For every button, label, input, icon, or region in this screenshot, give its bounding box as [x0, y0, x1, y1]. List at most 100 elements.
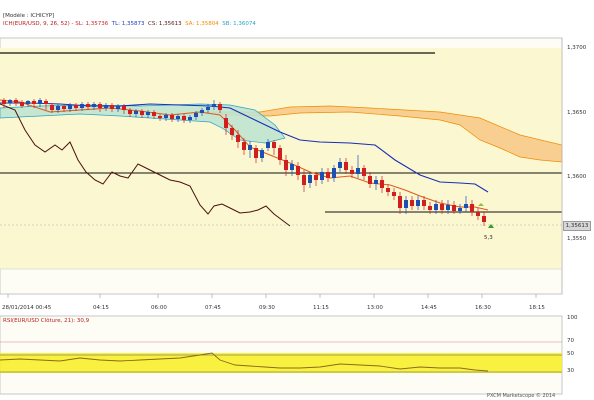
- time-label-1: 04:15: [93, 305, 109, 311]
- candle-body: [176, 116, 180, 119]
- candle-body: [374, 180, 378, 184]
- time-label-0: 28/01/2014 00:45: [2, 305, 52, 311]
- candle-body: [422, 200, 426, 206]
- copyright-footer: PXCM Marketscope © 2014: [487, 393, 556, 399]
- candle-body: [344, 162, 348, 170]
- candle-body: [26, 101, 30, 104]
- candle-body: [380, 180, 384, 188]
- rsi-tick-100: 100: [567, 315, 578, 321]
- candle-body: [182, 116, 186, 120]
- candle-body: [146, 112, 150, 115]
- candle-body: [338, 162, 342, 168]
- candle-body: [170, 115, 174, 119]
- candle-body: [332, 168, 336, 178]
- time-label-2: 06:00: [151, 305, 167, 311]
- candle-body: [416, 200, 420, 206]
- current-price-box: 1,35613: [563, 221, 591, 231]
- candle-body: [440, 204, 444, 210]
- small-marker-icon: [478, 203, 484, 206]
- candle-body: [410, 200, 414, 206]
- price-tick-3: 1,3600: [567, 174, 587, 180]
- candle-body: [200, 110, 204, 113]
- module-label: [Modèle : ICHICYP]: [3, 13, 55, 19]
- chikou-line: [0, 103, 291, 227]
- candle-body: [470, 204, 474, 212]
- candle-body: [80, 104, 84, 108]
- rsi-band: [0, 353, 562, 373]
- rsi-label: RSI(EUR/USD Clôture, 21): 30,9: [3, 318, 90, 324]
- candle-body: [272, 142, 276, 148]
- candle-body: [386, 188, 390, 192]
- candle-body: [476, 212, 480, 216]
- candle-body: [68, 105, 72, 109]
- signal-value-label: 5,3: [484, 235, 493, 241]
- candle-body: [152, 112, 156, 116]
- candle-body: [86, 104, 90, 107]
- candle-body: [314, 175, 318, 180]
- candle-body: [44, 101, 48, 104]
- candle-body: [188, 117, 192, 120]
- time-label-5: 11:15: [313, 305, 329, 311]
- candle-body: [254, 148, 258, 158]
- candles: [2, 98, 486, 226]
- rsi-tick-70: 70: [567, 338, 574, 344]
- candle-body: [482, 216, 486, 222]
- candle-body: [278, 148, 282, 160]
- candle-body: [212, 104, 216, 107]
- rsi-tick-50: 50: [567, 351, 574, 357]
- candle-body: [164, 115, 168, 118]
- candle-body: [464, 204, 468, 208]
- candle-body: [362, 168, 366, 176]
- candle-body: [116, 106, 120, 109]
- candle-body: [8, 100, 12, 103]
- candle-body: [110, 105, 114, 109]
- cloud-bear: [194, 105, 563, 163]
- candle-body: [290, 164, 294, 170]
- candle-body: [326, 172, 330, 178]
- candle-body: [98, 104, 102, 108]
- candle-body: [302, 175, 306, 185]
- x-axis-ticks: [7, 294, 537, 298]
- candle-body: [368, 176, 372, 184]
- sa-value: SA: 1,35804: [185, 21, 219, 27]
- candle-body: [296, 166, 300, 175]
- time-label-9: 18:15: [529, 305, 545, 311]
- candle-body: [350, 170, 354, 174]
- candle-body: [236, 135, 240, 142]
- price-tick-2: 1,3650: [567, 110, 587, 116]
- candle-body: [104, 105, 108, 108]
- candle-body: [2, 100, 6, 104]
- candle-body: [446, 205, 450, 210]
- candle-body: [266, 142, 270, 148]
- cs-value: CS: 1,35613: [147, 21, 182, 27]
- candle-body: [248, 145, 252, 150]
- time-label-7: 14:45: [421, 305, 437, 311]
- candle-body: [356, 168, 360, 174]
- candle-body: [206, 107, 210, 110]
- sb-value: SB: 1,36074: [222, 21, 256, 27]
- candle-body: [38, 100, 42, 104]
- time-label-6: 13:00: [367, 305, 383, 311]
- candle-body: [242, 142, 246, 150]
- candle-body: [14, 100, 18, 103]
- candle-body: [20, 102, 24, 106]
- candle-body: [50, 105, 54, 110]
- candle-body: [140, 111, 144, 115]
- candle-body: [428, 206, 432, 210]
- candle-body: [320, 172, 324, 180]
- candle-body: [56, 106, 60, 110]
- candle-body: [260, 150, 264, 158]
- candle-body: [398, 196, 402, 208]
- candle-body: [122, 106, 126, 110]
- buy-signal-arrow-icon: [488, 224, 494, 228]
- tl-value: TL: 1,35873: [111, 21, 145, 27]
- candle-body: [62, 106, 66, 109]
- price-tick-1: 1,3700: [567, 45, 587, 51]
- candle-body: [392, 192, 396, 196]
- candle-body: [32, 101, 36, 104]
- candle-body: [308, 175, 312, 183]
- candle-body: [452, 205, 456, 211]
- candle-body: [230, 128, 234, 135]
- rsi-line: [0, 352, 489, 372]
